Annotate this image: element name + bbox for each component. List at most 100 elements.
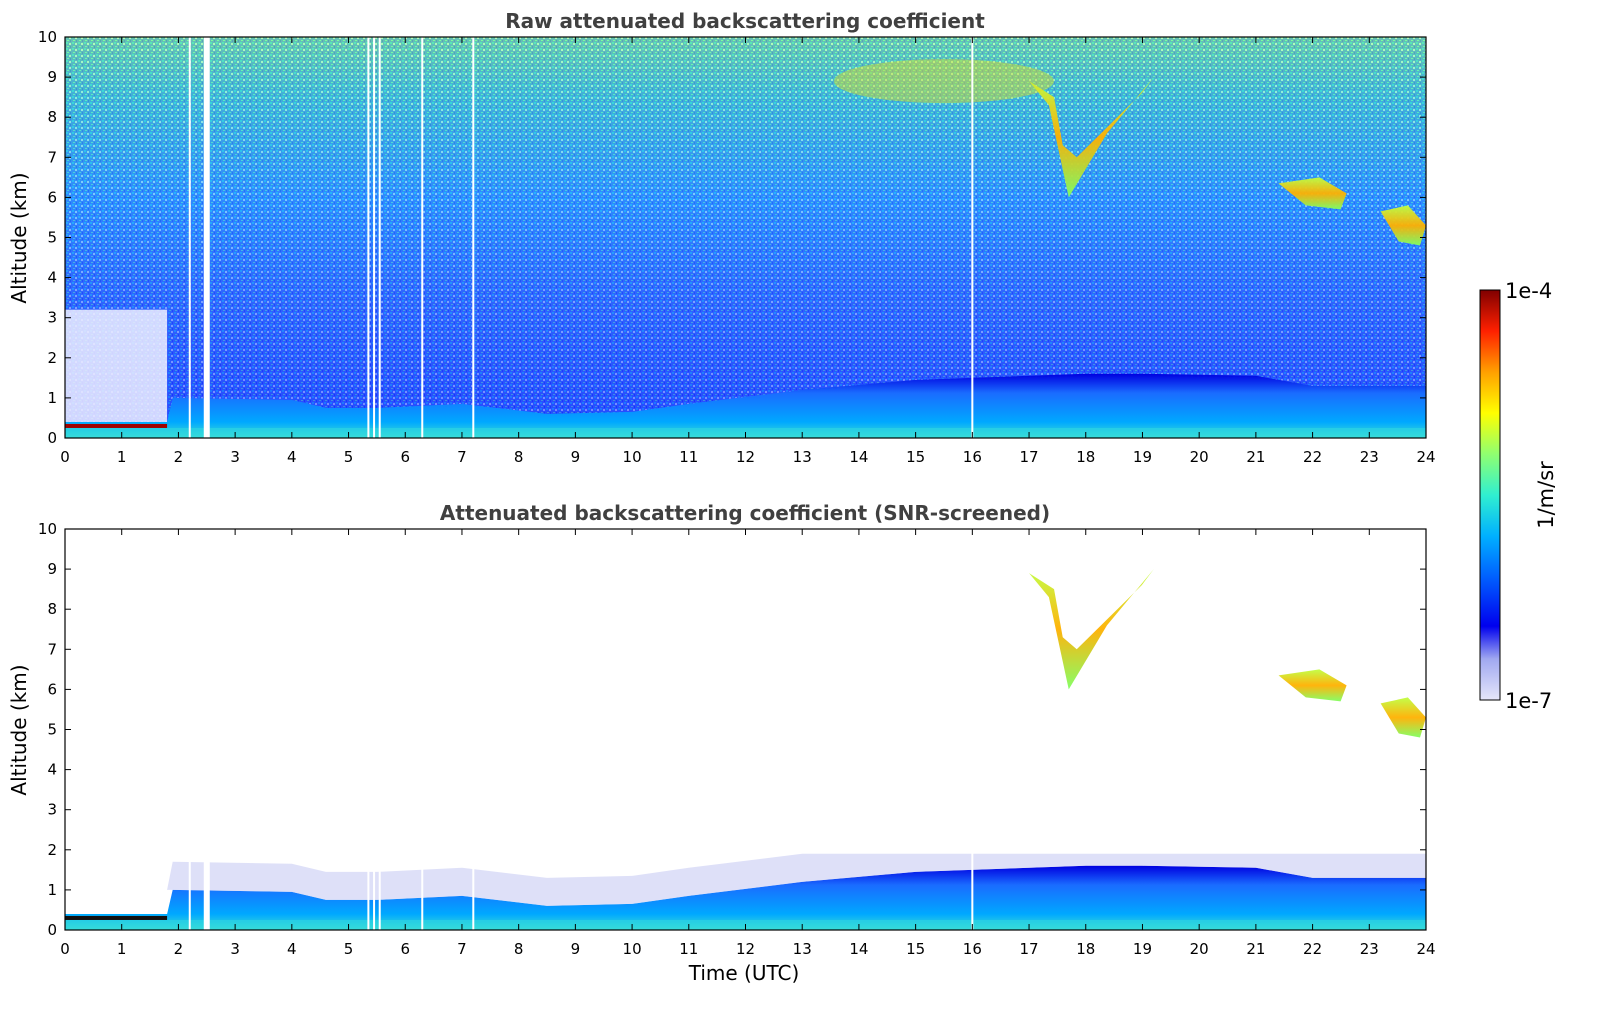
y-tick-label: 9: [47, 68, 57, 86]
x-tick-label: 4: [287, 448, 297, 466]
low-signal-region: [65, 309, 168, 422]
x-tick-label: 11: [679, 448, 698, 466]
data-gap: [367, 529, 370, 930]
colorbar: 1e-4 1e-7 1/m/sr: [1479, 279, 1558, 713]
x-axis-label: Time (UTC): [688, 961, 800, 985]
colorbar-max-label: 1e-4: [1505, 279, 1552, 303]
x-tick-label: 20: [1190, 940, 1209, 958]
x-tick-label: 7: [457, 940, 467, 958]
screened-heatmap-area: [65, 529, 1426, 930]
x-tick-label: 3: [230, 940, 240, 958]
data-gap: [421, 529, 424, 930]
x-tick-label: 24: [1416, 940, 1435, 958]
x-tick-label: 0: [60, 940, 70, 958]
boundary-layer: [65, 865, 1426, 930]
x-tick-label: 6: [400, 448, 410, 466]
y-tick-label: 3: [47, 801, 57, 819]
data-gap: [203, 529, 210, 930]
x-tick-label: 17: [1019, 448, 1038, 466]
panel-title-screened: Attenuated backscattering coefficient (S…: [440, 501, 1050, 525]
x-tick-label: 8: [514, 448, 524, 466]
snr-screened-panel: Attenuated backscattering coefficient (S…: [7, 501, 1436, 985]
cirrus-cloud: [1380, 205, 1426, 246]
data-gap: [188, 37, 191, 438]
x-tick-label: 4: [287, 940, 297, 958]
x-tick-label: 2: [174, 448, 184, 466]
x-tick-label: 23: [1360, 448, 1379, 466]
colorbar-gradient: [1479, 289, 1501, 701]
y-tick-label: 7: [47, 148, 57, 166]
x-tick-label: 5: [344, 448, 354, 466]
cirrus-cloud: [1029, 569, 1154, 690]
x-tick-label: 2: [174, 940, 184, 958]
y-tick-label: 1: [47, 389, 57, 407]
x-tick-label: 22: [1303, 940, 1322, 958]
cirrus-cloud: [1029, 77, 1154, 198]
x-tick-label: 20: [1190, 448, 1209, 466]
x-tick-label: 24: [1416, 448, 1435, 466]
data-gap: [373, 37, 376, 438]
residual-layer: [167, 853, 1426, 906]
x-tick-label: 15: [906, 448, 925, 466]
y-tick-label: 6: [47, 680, 57, 698]
raw-axes: 0 1 2 3 4 5 6 7 8 9 10 11 12 13 14 15 16 17 18 19 20 21 22 23 24…: [38, 28, 1436, 466]
x-tick-label: 14: [849, 940, 868, 958]
panel-title-raw: Raw attenuated backscattering coefficien…: [505, 9, 985, 33]
sky-noise: [65, 37, 1426, 438]
x-tick-label: 17: [1019, 940, 1038, 958]
cirrus-cloud: [1278, 177, 1347, 210]
data-gap: [472, 529, 475, 930]
colorbar-unit-label: 1/m/sr: [1534, 461, 1558, 529]
x-tick-label: 22: [1303, 448, 1322, 466]
data-gap: [472, 37, 475, 438]
data-gap: [378, 37, 381, 438]
y-tick-label: 10: [38, 520, 57, 538]
x-tick-label: 5: [344, 940, 354, 958]
x-tick-label: 19: [1133, 940, 1152, 958]
colorbar-min-label: 1e-7: [1505, 689, 1552, 713]
x-tick-label: 16: [963, 448, 982, 466]
y-tick-label: 6: [47, 188, 57, 206]
x-tick-label: 23: [1360, 940, 1379, 958]
x-tick-label: 12: [736, 940, 755, 958]
x-tick-label: 10: [623, 940, 642, 958]
x-tick-label: 16: [963, 940, 982, 958]
y-tick-label: 2: [47, 841, 57, 859]
y-tick-label: 5: [47, 721, 57, 739]
x-tick-label: 7: [457, 448, 467, 466]
x-tick-label: 0: [60, 448, 70, 466]
x-tick-label: 18: [1076, 940, 1095, 958]
x-tick-label: 8: [514, 940, 524, 958]
y-tick-label: 3: [47, 309, 57, 327]
data-gap: [373, 529, 376, 930]
y-tick-label: 8: [47, 108, 57, 126]
y-tick-label: 2: [47, 349, 57, 367]
x-tick-label: 12: [736, 448, 755, 466]
raw-backscatter-panel: Raw attenuated backscattering coefficien…: [7, 9, 1436, 466]
data-gap: [378, 529, 381, 930]
data-gap: [203, 37, 210, 438]
x-tick-label: 19: [1133, 448, 1152, 466]
y-tick-label: 7: [47, 640, 57, 658]
screened-axes: 0 1 2 3 4 5 6 7 8 9 10 11 12 13 14 15 16 17 18 19 20 21 22 23 24…: [38, 520, 1436, 958]
data-gap: [971, 37, 974, 438]
x-tick-label: 3: [230, 448, 240, 466]
low-cloud-layer: [65, 423, 168, 428]
y-tick-label: 0: [47, 429, 57, 447]
x-tick-label: 18: [1076, 448, 1095, 466]
boundary-layer: [65, 373, 1426, 438]
y-tick-label: 10: [38, 28, 57, 46]
y-tick-label: 9: [47, 560, 57, 578]
x-tick-label: 13: [793, 448, 812, 466]
y-tick-label: 1: [47, 881, 57, 899]
x-tick-label: 9: [571, 940, 581, 958]
x-tick-label: 11: [679, 940, 698, 958]
x-tick-label: 6: [400, 940, 410, 958]
y-tick-label: 0: [47, 921, 57, 939]
y-tick-label: 4: [47, 761, 57, 779]
x-tick-label: 9: [571, 448, 581, 466]
raw-heatmap-area: [65, 37, 1426, 438]
cirrus-cloud: [1278, 669, 1347, 702]
y-tick-label: 4: [47, 269, 57, 287]
